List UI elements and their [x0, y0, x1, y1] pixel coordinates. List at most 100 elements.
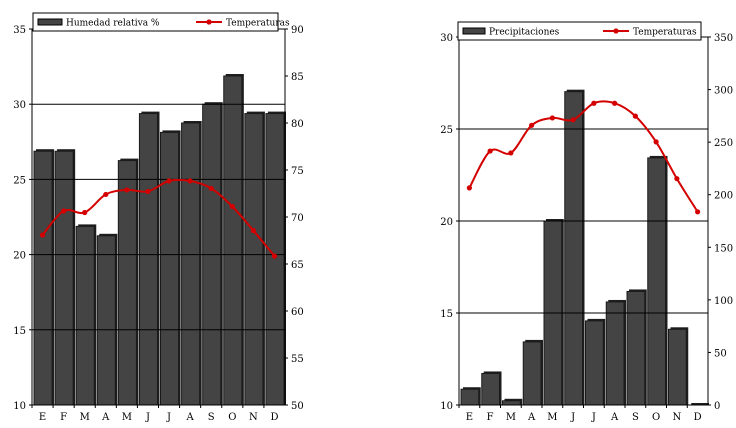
bar	[75, 225, 95, 406]
bar	[138, 113, 159, 406]
legend: Precipitaciones Temperaturas	[457, 21, 702, 41]
legend-bar-label: Precipitaciones	[489, 28, 560, 38]
legend-bar-swatch	[37, 18, 63, 26]
x-axis-tick-label: M	[547, 412, 557, 423]
left-axis-tick-label: 30	[13, 100, 26, 111]
legend-bar-swatch	[462, 27, 486, 35]
temperature-point	[612, 100, 618, 106]
legend-line-marker	[206, 19, 212, 25]
left-axis-tick-label: 30	[440, 33, 453, 44]
right-axis-tick-label: 90	[291, 25, 304, 36]
bar	[265, 113, 285, 406]
x-axis-tick-label: S	[632, 412, 639, 423]
left-axis-tick-label: 15	[440, 309, 453, 320]
x-axis-tick-label: A	[610, 412, 619, 423]
temperature-point	[250, 227, 256, 234]
left-axis-tick-label: 20	[13, 251, 26, 262]
temperature-point	[187, 178, 193, 184]
left-axis-tick-label: 20	[440, 217, 453, 228]
temperature-point	[653, 139, 659, 145]
x-axis-tick-label: N	[249, 412, 258, 423]
right-axis-tick-label: 85	[291, 72, 304, 83]
temperature-point	[695, 209, 701, 215]
x-axis-tick-label: J	[166, 412, 171, 423]
temperature-point	[549, 115, 555, 121]
right-axis-tick-label: 200	[714, 191, 733, 202]
bar	[117, 160, 137, 406]
temperature-point	[529, 122, 535, 128]
temperature-point	[508, 150, 514, 156]
bar	[54, 150, 74, 406]
legend-box	[32, 12, 279, 32]
right-axis-tick-label: 70	[291, 213, 304, 224]
left-axis: 10 15 20 25 30 35	[13, 25, 32, 412]
right-axis-tick-label: 75	[291, 166, 304, 177]
left-axis-tick-label: 10	[440, 401, 453, 412]
x-axis-tick-label: N	[673, 412, 682, 423]
bar	[481, 372, 500, 406]
x-axis-tick-label: J	[591, 412, 596, 423]
legend-bar-label: Humedad relativa %	[66, 19, 160, 29]
x-axis-tick-label: O	[228, 412, 236, 423]
temperature-point	[229, 203, 235, 210]
right-axis-tick-label: 80	[291, 119, 304, 130]
bar	[96, 235, 116, 406]
bar	[460, 388, 480, 406]
x-axis-tick-label: M	[506, 412, 516, 423]
right-axis-tick-label: 65	[291, 260, 304, 271]
right-axis-tick-label: 300	[714, 86, 733, 97]
bar	[223, 75, 243, 406]
right-axis-tick-label: 55	[291, 354, 304, 365]
temperature-point	[124, 187, 130, 193]
bar-series	[460, 89, 709, 406]
right-axis-tick-label: 350	[714, 33, 733, 44]
bar-shadow	[691, 403, 709, 405]
line-series	[39, 178, 278, 259]
temperature-point	[674, 176, 680, 182]
bar	[668, 328, 687, 406]
x-axis-tick-label: E	[466, 412, 473, 423]
x-axis-tick-label: M	[122, 412, 132, 423]
left-axis-tick-label: 10	[13, 401, 26, 412]
bar	[585, 320, 604, 406]
x-axis-tick-label: J	[145, 412, 150, 423]
temperature-point	[166, 178, 172, 184]
left-axis: 10 15 20 25 30	[440, 33, 459, 412]
right-axis-tick-label: 50	[714, 348, 727, 359]
bar-series	[33, 74, 286, 406]
x-axis-tick-label: D	[270, 412, 278, 423]
right-axis-tick-label: 60	[291, 307, 304, 318]
temperature-point	[591, 100, 597, 106]
x-axis-tick-label: A	[101, 412, 110, 423]
temperature-point	[570, 117, 576, 123]
temperature-point	[466, 185, 472, 191]
legend-box	[457, 21, 702, 41]
bar	[522, 341, 542, 406]
temperature-point	[103, 191, 109, 198]
right-axis-tick-label: 0	[714, 401, 720, 412]
bar	[647, 157, 666, 406]
legend-line-label: Temperaturas	[633, 28, 697, 38]
left-axis-tick-label: 35	[13, 25, 26, 36]
x-axis-tick-label: A	[527, 412, 536, 423]
right-axis-tick-label: 250	[714, 138, 733, 149]
x-axis-tick-label: F	[487, 412, 494, 423]
x-axis-tick-label: J	[570, 412, 575, 423]
x-axis-tick-label: F	[60, 412, 67, 423]
bar	[33, 150, 53, 406]
temperature-point	[208, 185, 214, 192]
bar	[181, 122, 201, 406]
temperature-point	[145, 188, 151, 195]
left-axis-tick-label: 25	[440, 125, 453, 136]
right-axis-tick-label: 50	[291, 401, 304, 412]
right-axis: 50 55 60 65 70 75 80 85 90	[285, 25, 304, 412]
bar	[244, 113, 264, 406]
right-axis-tick-label: 100	[714, 296, 733, 307]
x-axis-tick-label: O	[652, 412, 660, 423]
bar	[564, 91, 583, 406]
temperature-point	[61, 208, 67, 214]
right-axis-tick-label: 150	[714, 243, 733, 254]
